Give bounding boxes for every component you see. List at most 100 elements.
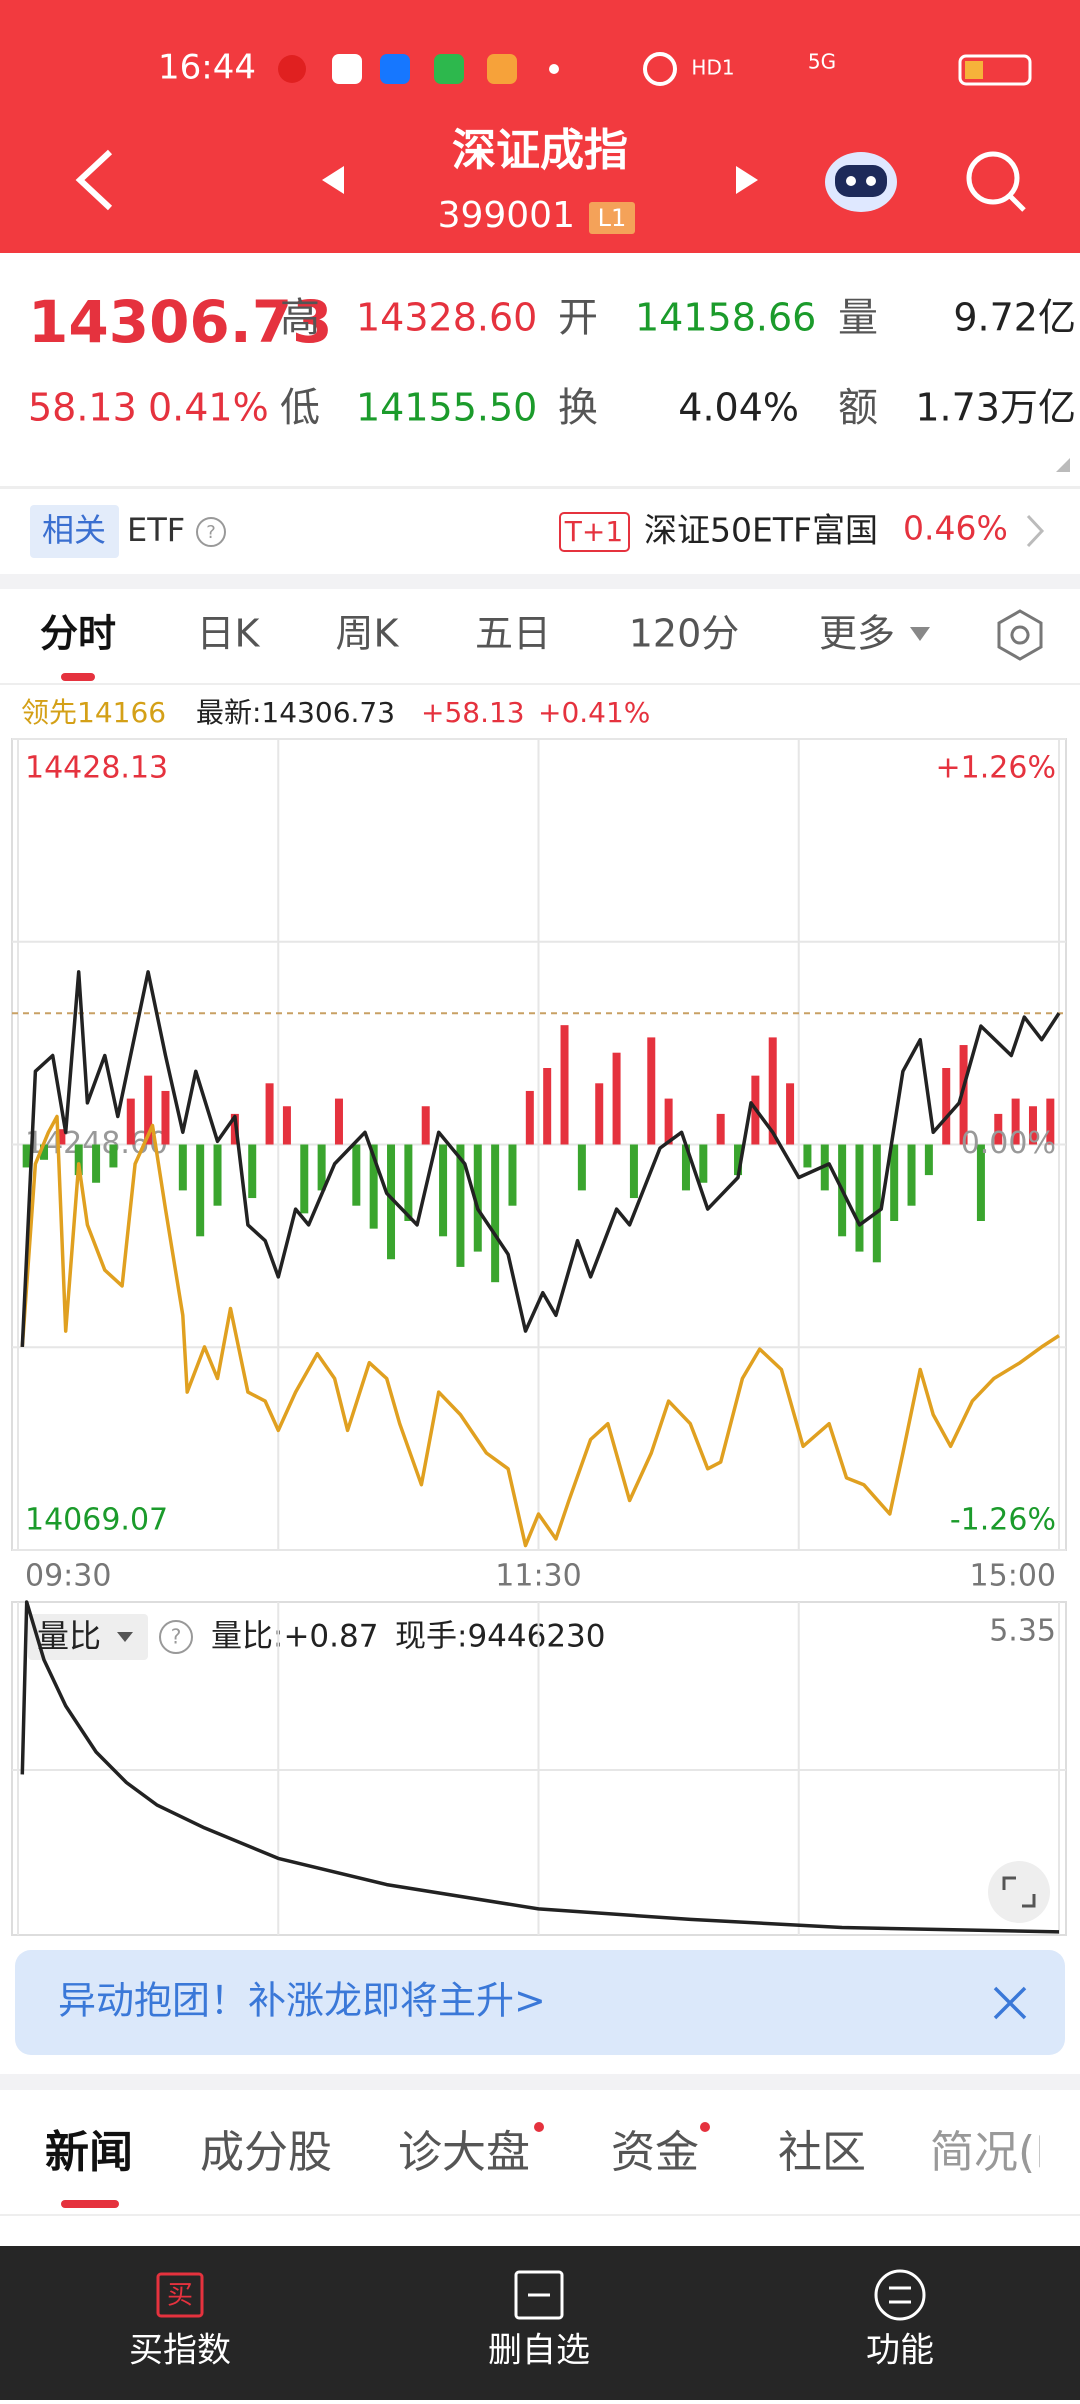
divider [0, 486, 1080, 489]
svg-text:?: ? [171, 1625, 182, 1649]
change: 58.13 [28, 386, 137, 430]
flow-bar [57, 1129, 66, 1145]
ratio-button[interactable] [28, 1614, 148, 1660]
etf-badge: T+1 [564, 515, 623, 548]
flow-bar [595, 1083, 604, 1145]
field-value: 14158.66 [635, 296, 816, 340]
robot-button[interactable] [825, 152, 897, 212]
flow-bar [352, 1144, 361, 1206]
tab[interactable]: 日K [197, 612, 261, 656]
flow-bar [612, 1052, 621, 1145]
buy-icon [156, 2272, 204, 2318]
settings-button[interactable] [997, 609, 1043, 661]
tab-underline [61, 673, 95, 681]
banner[interactable] [15, 1950, 1065, 2055]
y2-tick-label: +1.26% [936, 751, 1056, 786]
status-net: 5G [808, 50, 836, 74]
prev-button[interactable] [322, 166, 344, 194]
tab[interactable]: 周K [336, 612, 400, 656]
x-tick-label: 11:30 [495, 1559, 581, 1594]
flow-bar [508, 1144, 517, 1206]
fade [1040, 2110, 1080, 2200]
flow-bar [300, 1144, 309, 1214]
tab[interactable]: 120分 [629, 612, 740, 656]
info-pct: +0.41% [538, 696, 650, 729]
flow-bar [1011, 1098, 1020, 1145]
help-icon[interactable]: ? [196, 517, 226, 547]
tab[interactable]: 更多 [819, 612, 895, 656]
status-hd: HD1 [691, 56, 734, 80]
flow-bar [907, 1144, 916, 1206]
tab[interactable]: 五日 [475, 612, 551, 656]
bottom-tab[interactable]: 诊大盘 [398, 2127, 530, 2178]
flow-bar [924, 1144, 933, 1176]
flow-bar [959, 1045, 968, 1145]
status-icons [278, 52, 1032, 86]
flow-bar [699, 1144, 708, 1183]
flow-bar [768, 1037, 777, 1145]
flow-bar [456, 1144, 465, 1267]
badge: L1 [598, 204, 627, 232]
header-bg [0, 0, 1080, 253]
nav-item[interactable]: 删自选 [488, 2331, 590, 2371]
bottom-tab[interactable]: 新闻 [45, 2127, 133, 2178]
nav-item[interactable]: 功能 [866, 2331, 934, 2371]
flow-bar [109, 1144, 118, 1168]
info-latest: 最新:14306.73 [196, 696, 395, 729]
corner-mark [1056, 458, 1070, 472]
flow-bar [144, 1075, 153, 1145]
flow-bar [265, 1083, 274, 1145]
bottom-tab[interactable]: 成分股 [200, 2127, 332, 2178]
ratio-tick-label: 5.35 [989, 1614, 1056, 1649]
hand-text: 现手:9446230 [395, 1619, 606, 1655]
flow-bar [629, 1144, 638, 1199]
flow-bar [439, 1144, 448, 1237]
more-arrow [910, 627, 930, 641]
y-tick-label: 14069.07 [25, 1503, 168, 1538]
flow-bar [994, 1113, 1003, 1145]
field-label: 换 [558, 385, 598, 431]
flow-bar [317, 1144, 326, 1191]
flow-bar [647, 1037, 656, 1145]
flow-bar [734, 1144, 743, 1176]
flow-bar [196, 1144, 205, 1237]
ratio-text: 量比:+0.87 [211, 1619, 378, 1655]
bottom-tab[interactable]: 资金 [611, 2127, 699, 2178]
flow-bar [282, 1106, 291, 1145]
status-time: 16:44 [158, 48, 256, 88]
change-pct: 0.41% [148, 386, 269, 430]
field-value: 1.73万亿 [915, 386, 1076, 430]
etf-badge-box [559, 512, 630, 552]
nav-item[interactable]: 买指数 [129, 2331, 231, 2371]
flow-bar [126, 1098, 135, 1145]
flow-bar [421, 1106, 430, 1145]
info-leader: 领先14166 [21, 696, 166, 729]
field-label: 量 [838, 295, 878, 341]
price-line [20, 970, 1061, 1347]
flow-bar [1028, 1106, 1037, 1145]
flow-bar [560, 1025, 569, 1145]
flow-bar [387, 1144, 396, 1260]
field-value: 9.72亿 [953, 296, 1076, 340]
field-label: 低 [280, 385, 320, 431]
nav-bg [0, 2246, 1080, 2400]
expand-button[interactable] [988, 1861, 1050, 1923]
bottom-tab[interactable]: 社区 [778, 2127, 866, 2178]
etf-tag: 相关 [42, 511, 106, 549]
tab-dot [700, 2122, 710, 2132]
flow-bar [404, 1144, 413, 1221]
gap [0, 2074, 1080, 2090]
etf-name[interactable]: 深证50ETF富国 [644, 511, 878, 550]
banner-close[interactable] [993, 1986, 1027, 2020]
flow-bar [716, 1113, 725, 1145]
etf-chevron[interactable] [1026, 514, 1045, 548]
ratio-help[interactable]: ? [159, 1620, 193, 1654]
field-label: 高 [280, 295, 320, 341]
flow-bar [178, 1144, 187, 1191]
back-button[interactable] [75, 149, 113, 211]
flow-bar [92, 1144, 101, 1183]
search-button[interactable] [966, 151, 1026, 212]
tab[interactable]: 分时 [40, 612, 116, 656]
next-button[interactable] [736, 166, 758, 194]
field-value: 14328.60 [356, 296, 537, 340]
